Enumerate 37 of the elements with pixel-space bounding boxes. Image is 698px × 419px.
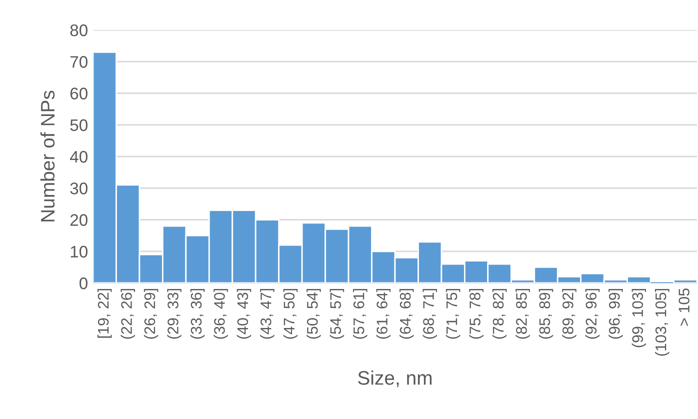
x-tick-label: (43, 47] bbox=[260, 288, 274, 339]
y-tick-label: 0 bbox=[80, 277, 88, 290]
x-tick-label: (68, 71] bbox=[422, 288, 437, 339]
x-tick-label: (50, 54] bbox=[306, 288, 321, 339]
x-tick-label: (33, 36] bbox=[190, 288, 205, 339]
x-tick-label: (103, 105] bbox=[655, 288, 670, 356]
x-tick-label: (96, 99] bbox=[608, 288, 623, 339]
y-tick-label: 40 bbox=[70, 150, 88, 163]
x-tick-label: (85, 89] bbox=[538, 288, 554, 339]
x-tick-label: (22, 26] bbox=[120, 288, 135, 339]
y-axis-title: Number of NPs bbox=[40, 90, 55, 222]
x-tick-label: (89, 92] bbox=[562, 288, 576, 339]
x-tick-label: (92, 96] bbox=[585, 288, 600, 339]
x-tick-label: (61, 64] bbox=[376, 288, 391, 339]
x-tick-label: (99, 103] bbox=[632, 288, 646, 348]
x-tick-label: (78, 82] bbox=[492, 288, 507, 339]
y-tick-label: 70 bbox=[70, 56, 88, 68]
x-tick-label: (29, 33] bbox=[167, 288, 182, 339]
x-axis-title: Size, nm bbox=[358, 370, 432, 388]
x-tick-label: (75, 78] bbox=[469, 288, 484, 339]
y-tick-label: 50 bbox=[70, 119, 88, 132]
x-tick-label: (40, 43] bbox=[236, 288, 252, 339]
x-tick-label: (71, 75] bbox=[446, 288, 460, 339]
x-tick-label: > 105 bbox=[678, 288, 690, 326]
x-tick-label: (64, 68] bbox=[399, 288, 414, 339]
y-tick-label: 30 bbox=[70, 182, 88, 194]
x-tick-label: (54, 57] bbox=[330, 288, 344, 339]
y-tick-label: 80 bbox=[70, 24, 88, 36]
x-tick-label: (82, 85] bbox=[516, 288, 530, 339]
x-tick-label: (26, 29] bbox=[144, 288, 158, 339]
x-tick-label: (47, 50] bbox=[283, 288, 298, 339]
y-tick-label: 20 bbox=[70, 214, 88, 226]
y-tick-label: 10 bbox=[70, 246, 88, 258]
x-tick-label: (57, 61] bbox=[353, 288, 368, 339]
x-tick-label: (36, 40] bbox=[214, 288, 228, 339]
x-tick-label: [19, 22] bbox=[97, 288, 112, 338]
y-tick-label: 60 bbox=[70, 88, 88, 100]
